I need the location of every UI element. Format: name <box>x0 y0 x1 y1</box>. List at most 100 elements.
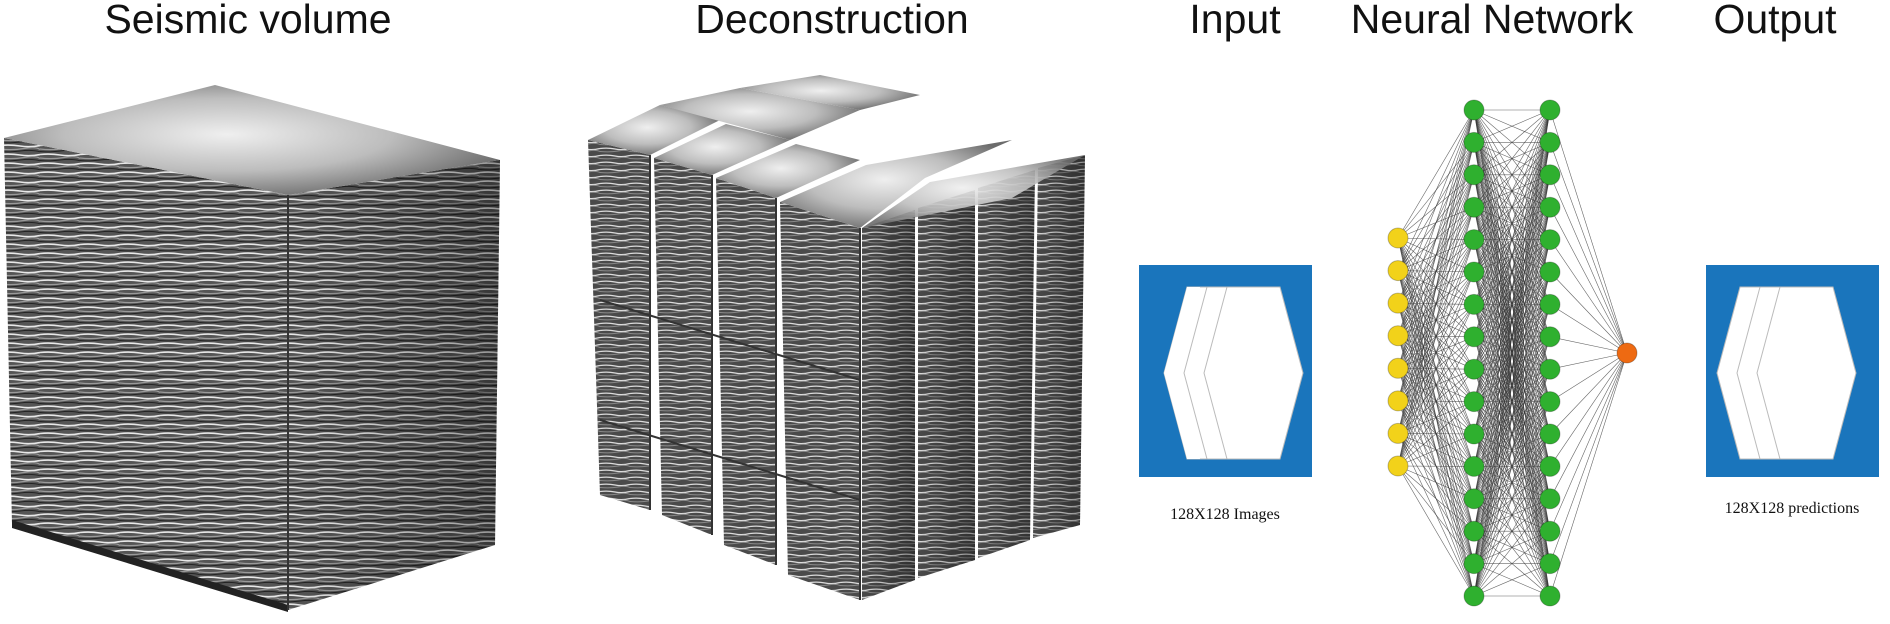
hidden1-node <box>1463 99 1485 121</box>
network-edge <box>1473 109 1551 435</box>
network-edge <box>1549 352 1628 402</box>
hidden1-node <box>1463 164 1485 186</box>
hidden1-node <box>1463 520 1485 542</box>
block-column-1 <box>588 105 720 510</box>
network-edge <box>1473 207 1551 597</box>
deconstruction-cube <box>588 75 1085 600</box>
network-edges <box>1397 109 1628 597</box>
seismic-volume-cube <box>4 85 500 612</box>
network-edge <box>1549 352 1628 467</box>
network-edge <box>1473 433 1551 597</box>
cube-top-face <box>4 85 500 195</box>
input-image-panel <box>1139 265 1312 477</box>
network-edge <box>1473 142 1551 597</box>
hidden1-node <box>1463 358 1485 380</box>
output-title: Output <box>1713 0 1837 42</box>
network-edge <box>1397 271 1475 467</box>
network-edge <box>1397 207 1475 467</box>
hidden1-node <box>1463 293 1485 315</box>
neural-network-title: Neural Network <box>1350 0 1634 42</box>
cube-front-face <box>4 138 288 610</box>
network-edge <box>1473 109 1551 208</box>
hidden1-node <box>1463 326 1485 348</box>
hidden2-node <box>1539 99 1561 121</box>
network-edge <box>1397 109 1475 467</box>
hidden2-node <box>1539 293 1561 315</box>
hidden1-node <box>1463 391 1485 413</box>
input-title: Input <box>1189 0 1281 42</box>
hidden2-node <box>1539 585 1561 607</box>
network-edge <box>1397 336 1475 467</box>
hidden2-node <box>1539 358 1561 380</box>
hidden1-node <box>1463 229 1485 251</box>
network-edge <box>1473 109 1551 597</box>
seismic-volume-title: Seismic volume <box>104 0 392 42</box>
network-edge <box>1473 109 1551 273</box>
network-edge <box>1397 304 1475 467</box>
hidden2-node <box>1539 196 1561 218</box>
network-edge <box>1397 433 1475 467</box>
network-edge <box>1473 369 1551 597</box>
network-edge <box>1397 239 1475 467</box>
network-edge <box>1549 271 1628 354</box>
network-edge <box>1397 109 1475 434</box>
network-edge <box>1397 401 1475 467</box>
block-column-3 <box>716 144 860 565</box>
network-edge <box>1473 109 1551 143</box>
hidden2-node <box>1539 326 1561 348</box>
hidden1-node <box>1463 488 1485 510</box>
hidden2-node <box>1539 488 1561 510</box>
hidden2-node <box>1539 520 1561 542</box>
network-edge <box>1473 466 1551 597</box>
network-edge <box>1473 109 1551 467</box>
network-edge <box>1473 401 1551 597</box>
network-edge <box>1549 174 1628 354</box>
block-side-columns <box>862 155 1085 600</box>
network-edge <box>1549 207 1628 354</box>
network-edge <box>1549 109 1628 354</box>
output-image-icon <box>1716 286 1857 460</box>
network-edge <box>1397 465 1475 597</box>
deconstruction-title: Deconstruction <box>695 0 969 42</box>
input-node <box>1387 422 1409 444</box>
network-edge <box>1397 465 1475 564</box>
network-edge <box>1473 109 1551 564</box>
hidden2-node <box>1539 261 1561 283</box>
hidden2-node <box>1539 455 1561 477</box>
network-edge <box>1397 109 1475 336</box>
network-edge <box>1397 465 1475 500</box>
output-image-panel <box>1706 265 1879 477</box>
input-node <box>1387 227 1409 249</box>
network-edge <box>1397 465 1475 532</box>
hidden2-node <box>1539 423 1561 445</box>
network-edge <box>1397 109 1475 369</box>
network-edge <box>1473 174 1551 597</box>
hidden1-node <box>1463 585 1485 607</box>
block-column-4 <box>780 140 1012 600</box>
hidden1-node <box>1463 131 1485 153</box>
input-image-icon <box>1163 286 1304 460</box>
network-edge <box>1473 109 1551 402</box>
network-edge <box>1473 563 1551 597</box>
output-node <box>1616 342 1638 364</box>
hidden1-node <box>1463 553 1485 575</box>
network-edge <box>1549 304 1628 354</box>
hidden2-node <box>1539 164 1561 186</box>
network-edge <box>1549 352 1628 499</box>
network-edge <box>1473 109 1551 305</box>
network-edge <box>1473 109 1551 499</box>
hidden2-node <box>1539 553 1561 575</box>
hidden2-node <box>1539 391 1561 413</box>
network-edge <box>1549 239 1628 354</box>
network-edge <box>1473 271 1551 597</box>
input-node <box>1387 390 1409 412</box>
input-node <box>1387 260 1409 282</box>
network-edge <box>1549 336 1628 354</box>
network-edge <box>1397 109 1475 239</box>
network-edge <box>1473 304 1551 597</box>
network-edge <box>1473 530 1551 597</box>
network-edge <box>1549 352 1628 532</box>
network-edge <box>1397 109 1475 271</box>
block-top-slabs <box>660 75 1085 228</box>
